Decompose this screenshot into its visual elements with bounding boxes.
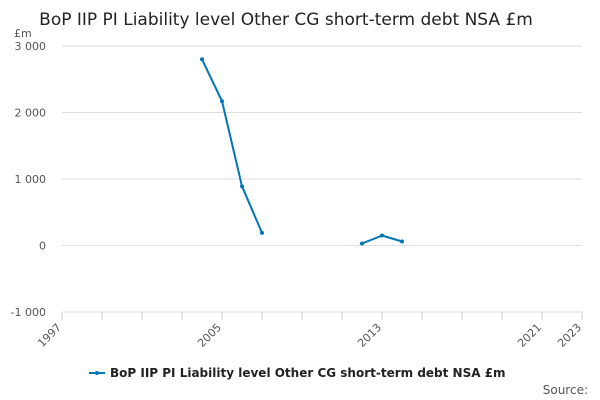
source-label: Source: [543, 383, 588, 397]
x-tick-label: 2005 [195, 321, 224, 350]
series-lines [200, 57, 404, 246]
y-tick-label: -1 000 [11, 306, 46, 319]
grid-lines [62, 45, 582, 313]
x-tick-label: 1997 [35, 321, 64, 350]
data-point[interactable] [260, 230, 264, 235]
data-point[interactable] [240, 184, 244, 189]
data-point[interactable] [380, 233, 384, 238]
y-tick-label: 3 000 [15, 40, 47, 53]
x-tick-label: 2013 [355, 321, 384, 350]
x-tick-label: 2023 [555, 321, 584, 350]
y-tick-label: 1 000 [15, 173, 47, 186]
series-line-segment [201, 58, 263, 234]
legend-label: BoP IIP PI Liability level Other CG shor… [110, 366, 506, 380]
data-point[interactable] [400, 239, 404, 244]
legend-marker [95, 371, 99, 375]
y-tick-label: 0 [39, 240, 46, 253]
legend[interactable]: BoP IIP PI Liability level Other CG shor… [89, 366, 506, 380]
x-axis: 1997 2005 2013 2021 2023 [35, 312, 584, 350]
y-axis: 3 000 2 000 1 000 0 -1 000 [11, 40, 46, 319]
data-point[interactable] [360, 241, 364, 246]
chart-title: BoP IIP PI Liability level Other CG shor… [39, 10, 533, 30]
x-tick-label: 2021 [515, 321, 544, 350]
data-point[interactable] [220, 99, 224, 104]
y-tick-label: 2 000 [15, 107, 47, 120]
y-axis-unit-label: £m [14, 27, 32, 40]
data-point[interactable] [200, 57, 204, 62]
